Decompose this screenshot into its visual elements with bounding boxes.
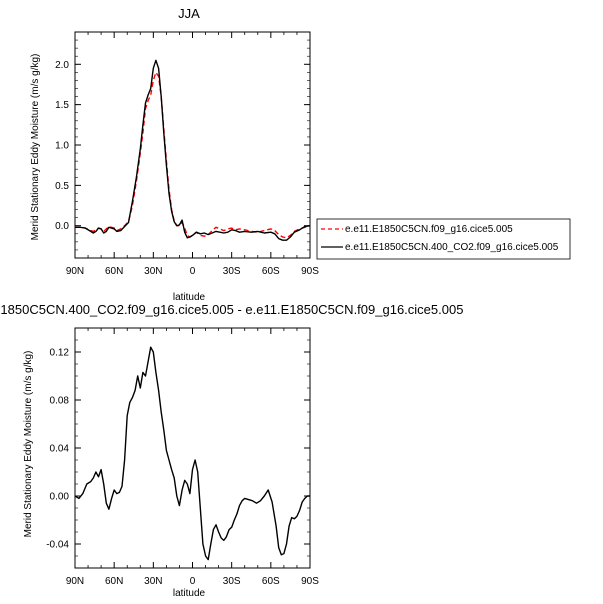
top-y-axis-label: Merid Stationary Eddy Moisture (m/s g/kg…: [30, 54, 41, 241]
bottom-y-tick-label: 0.04: [50, 444, 70, 455]
bottom-chart: e.e11.E1850C5CN.400_CO2.f09_g16.cice5.00…: [0, 302, 463, 599]
bottom-plot-frame: [74, 327, 311, 569]
top-x-axis-label: latitude: [173, 292, 206, 303]
top-series-line-1: [75, 59, 311, 241]
bottom-y-tick-label: 0.08: [50, 396, 70, 407]
bottom-y-tick-label: -0.04: [46, 540, 69, 551]
bottom-x-tick-label: 30S: [223, 576, 241, 587]
bottom-chart-title: e.e11.E1850C5CN.400_CO2.f09_g16.cice5.00…: [0, 302, 463, 317]
bottom-x-tick-label: 0: [190, 576, 196, 587]
top-series-line-0: [75, 71, 311, 239]
bottom-series-line-0: [74, 346, 310, 561]
top-x-tick-label: 90N: [66, 266, 84, 277]
bottom-plot-area: 90N 60N 30N 0 30S 60S 90S -0.04 0.00 0.04 0.08 0.12: [46, 327, 319, 587]
top-plot-area: 90N 60N 30N 0 30S 60S 90S 0.0 0.5 1.0 1.5 2.0: [55, 31, 319, 277]
bottom-y-axis-label: Merid Stationary Eddy Moisture (m/s g/kg…: [23, 351, 34, 538]
top-chart: JJA 90N 60N 30N 0 30S 60S 90S 0.0 0.5 1.0 1.5 2.0 l…: [30, 6, 571, 303]
top-x-tick-label: 30S: [223, 266, 241, 277]
top-x-tick-label: 60N: [105, 266, 123, 277]
top-x-tick-label: 0: [190, 266, 196, 277]
bottom-x-tick-label: 60S: [262, 576, 280, 587]
bottom-x-axis-label: latitude: [173, 588, 206, 599]
bottom-x-tick-label: 90S: [301, 576, 319, 587]
top-y-tick-label: 0.5: [55, 181, 69, 192]
top-y-tick-label: 1.0: [55, 141, 69, 152]
bottom-y-tick-label: 0.00: [50, 492, 70, 503]
legend: e.e11.E1850C5CN.f09_g16.cice5.005 e.e11.…: [316, 218, 571, 260]
top-x-tick-label: 30N: [144, 266, 162, 277]
top-y-tick-label: 1.5: [55, 100, 69, 111]
bottom-y-tick-label: 0.12: [50, 348, 70, 359]
top-x-tick-label: 90S: [301, 266, 319, 277]
top-plot-frame: [74, 31, 311, 259]
top-x-tick-label: 60S: [262, 266, 280, 277]
bottom-x-tick-label: 60N: [105, 576, 123, 587]
legend-entry-co2: e.e11.E1850C5CN.400_CO2.f09_g16.cice5.00…: [345, 242, 559, 253]
top-y-tick-label: 2.0: [55, 60, 69, 71]
bottom-x-tick-label: 30N: [144, 576, 162, 587]
legend-box: [316, 218, 571, 260]
top-y-tick-label: 0.0: [55, 221, 69, 232]
bottom-x-tick-label: 90N: [66, 576, 84, 587]
legend-entry-control: e.e11.E1850C5CN.f09_g16.cice5.005: [345, 224, 513, 235]
top-chart-title: JJA: [178, 6, 200, 21]
